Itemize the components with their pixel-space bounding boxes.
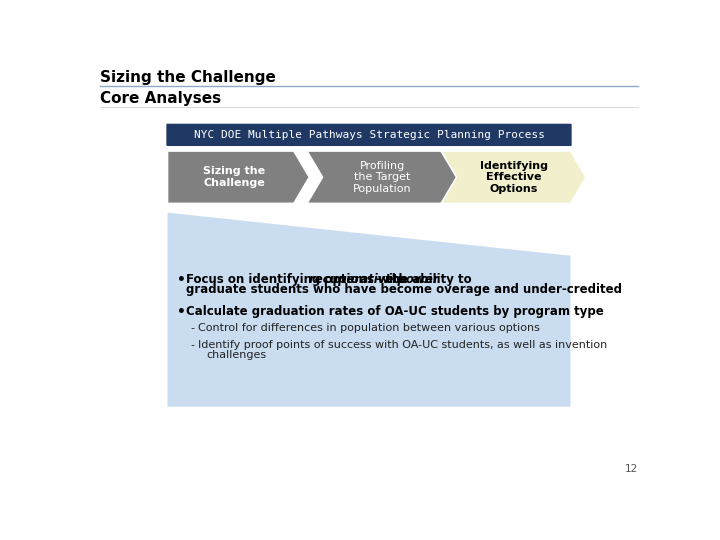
Text: Core Analyses: Core Analyses xyxy=(100,91,221,106)
Text: Profiling
the Target
Population: Profiling the Target Population xyxy=(354,160,412,194)
Text: Sizing the
Challenge: Sizing the Challenge xyxy=(204,166,266,188)
Text: •: • xyxy=(177,305,186,319)
Text: challenges: challenges xyxy=(206,350,266,360)
Text: Sizing the Challenge: Sizing the Challenge xyxy=(100,70,276,85)
Polygon shape xyxy=(307,151,458,204)
Text: -: - xyxy=(191,323,194,333)
Text: •: • xyxy=(177,273,186,287)
Text: graduate students who have become overage and under-credited: graduate students who have become overag… xyxy=(186,284,622,296)
Text: NYC DOE Multiple Pathways Strategic Planning Process: NYC DOE Multiple Pathways Strategic Plan… xyxy=(194,130,544,140)
Text: -: - xyxy=(191,340,194,350)
Text: – the ability to: – the ability to xyxy=(372,273,472,286)
Polygon shape xyxy=(168,151,310,204)
Text: Control for differences in population between various options: Control for differences in population be… xyxy=(199,323,541,333)
FancyBboxPatch shape xyxy=(166,124,572,146)
Text: Identifying
Effective
Options: Identifying Effective Options xyxy=(480,160,547,194)
Text: 12: 12 xyxy=(625,464,638,475)
Text: Identify proof points of success with OA-UC students, as well as invention: Identify proof points of success with OA… xyxy=(199,340,608,350)
Text: Calculate graduation rates of OA-UC students by program type: Calculate graduation rates of OA-UC stud… xyxy=(186,305,604,318)
Text: recuperative power: recuperative power xyxy=(309,273,438,286)
Polygon shape xyxy=(168,213,570,407)
Polygon shape xyxy=(441,151,586,204)
Text: Focus on identifying options with: Focus on identifying options with xyxy=(186,273,411,286)
